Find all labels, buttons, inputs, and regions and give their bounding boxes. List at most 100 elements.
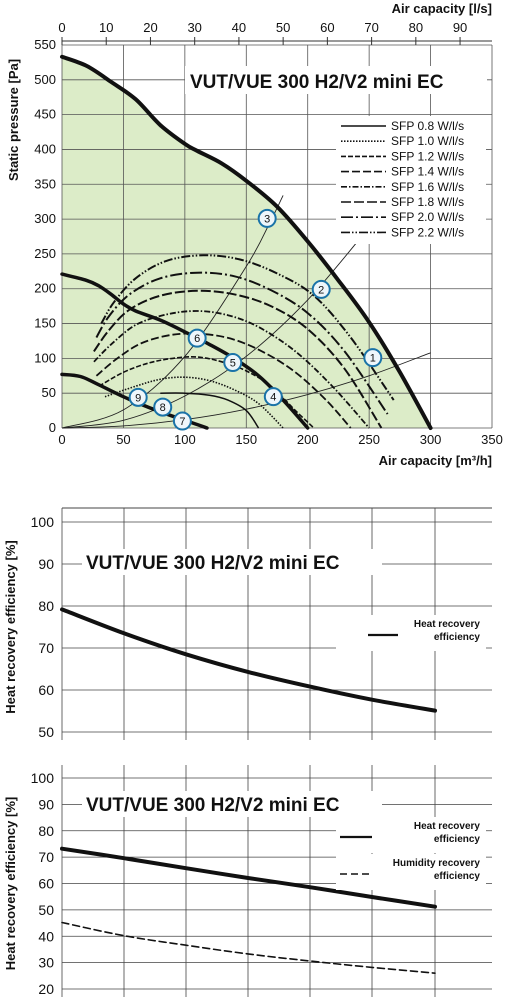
x2-tick-label: 90 xyxy=(453,20,467,35)
x-tick-label: 0 xyxy=(58,432,65,447)
operating-point-marker: 8 xyxy=(153,397,173,417)
y-axis-label: Heat recovery efficiency [%] xyxy=(3,797,18,970)
x-tick-label: 300 xyxy=(420,432,442,447)
legend-label: SFP 1.4 W/l/s xyxy=(391,165,464,179)
y-tick-label: 100 xyxy=(31,514,55,530)
marker-label: 1 xyxy=(370,353,376,365)
y-tick-label: 80 xyxy=(38,823,54,839)
system-curve xyxy=(61,352,431,429)
marker-label: 9 xyxy=(135,392,141,404)
x2-tick-label: 80 xyxy=(409,20,423,35)
marker-label: 5 xyxy=(230,358,236,370)
title-background xyxy=(82,791,382,817)
operating-point-marker: 2 xyxy=(311,279,331,299)
legend-label: SFP 1.2 W/l/s xyxy=(391,149,464,163)
y-tick-label: 200 xyxy=(34,281,56,296)
y-tick-label: 30 xyxy=(38,955,54,971)
sfp-curve xyxy=(100,254,395,401)
marker-circle xyxy=(263,387,283,407)
legend-label: SFP 1.8 W/l/s xyxy=(391,195,464,209)
y-tick-label: 50 xyxy=(38,724,54,740)
y-tick-label: 90 xyxy=(38,796,54,812)
x-tick-label: 150 xyxy=(235,432,257,447)
marker-circle xyxy=(128,387,148,407)
fan-curve xyxy=(60,272,310,430)
heat-recovery-chart: 50 60 70 80 90 100 Heat recovery efficiency [%… xyxy=(3,507,492,740)
chart-title: VUT/VUE 300 H2/V2 mini EC xyxy=(86,553,340,574)
chart-title: VUT/VUE 300 H2/V2 mini EC xyxy=(190,72,444,93)
x2-tick-label: 40 xyxy=(232,20,246,35)
x-tick-label: 350 xyxy=(481,432,503,447)
chart-title: VUT/VUE 300 H2/V2 mini EC xyxy=(86,795,340,816)
y-tick-label: 40 xyxy=(38,928,54,944)
y-tick-label: 300 xyxy=(34,211,56,226)
sfp-curve xyxy=(95,332,352,429)
sfp-curve xyxy=(93,310,370,429)
title-background xyxy=(82,549,382,575)
operating-point-marker: 1 xyxy=(363,348,383,368)
x2-tick-label: 10 xyxy=(99,20,113,35)
x2-tick-label: 70 xyxy=(364,20,378,35)
legend-label: SFP 1.0 W/l/s xyxy=(391,134,464,148)
sfp-curve xyxy=(95,271,389,415)
operating-point-marker: 9 xyxy=(128,387,148,407)
y-tick-label: 80 xyxy=(38,598,54,614)
legend-label: efficiency xyxy=(434,871,481,882)
y-tick-label: 100 xyxy=(31,770,55,786)
sfp-curve xyxy=(93,289,383,429)
legend-label: SFP 0.8 W/l/s xyxy=(391,119,464,133)
y-tick-label: 50 xyxy=(42,385,56,400)
y-tick-label: 250 xyxy=(34,246,56,261)
y-tick-label: 90 xyxy=(38,556,54,572)
operating-point-marker: 4 xyxy=(263,387,283,407)
marker-circle xyxy=(187,328,207,348)
legend-label: Humidity recovery xyxy=(393,858,481,869)
y-tick-label: 0 xyxy=(49,420,56,435)
marker-circle xyxy=(172,411,192,431)
marker-circle xyxy=(153,397,173,417)
legend-label: SFP 2.0 W/l/s xyxy=(391,210,464,224)
legend-label: Heat recovery xyxy=(414,821,481,832)
y-axis-label: Static pressure [Pa] xyxy=(6,59,21,181)
x2-tick-label: 50 xyxy=(276,20,290,35)
legend-box xyxy=(336,116,486,244)
operating-point-marker: 5 xyxy=(223,353,243,373)
y-tick-label: 500 xyxy=(34,72,56,87)
fan-curve xyxy=(60,54,433,430)
efficiency-series-line xyxy=(60,607,437,713)
y-tick-label: 50 xyxy=(38,902,54,918)
x2-tick-label: 30 xyxy=(187,20,201,35)
marker-label: 2 xyxy=(318,284,324,296)
marker-label: 3 xyxy=(264,213,270,225)
x-tick-label: 250 xyxy=(358,432,380,447)
x-tick-label: 50 xyxy=(116,432,130,447)
marker-label: 6 xyxy=(194,333,200,345)
y-tick-label: 20 xyxy=(38,981,54,997)
legend-label: SFP 2.2 W/l/s xyxy=(391,225,464,239)
legend-background xyxy=(336,854,486,890)
legend-label: efficiency xyxy=(434,632,481,643)
legend-background xyxy=(336,615,486,651)
marker-circle xyxy=(363,348,383,368)
efficiency-series-line xyxy=(60,846,437,909)
marker-label: 4 xyxy=(270,392,276,404)
x2-axis-label: Air capacity [l/s] xyxy=(392,1,492,16)
x2-tick-label: 0 xyxy=(58,20,65,35)
operating-point-marker: 3 xyxy=(257,208,277,228)
marker-label: 8 xyxy=(160,402,166,414)
efficiency-series-line xyxy=(61,921,436,974)
marker-circle xyxy=(311,279,331,299)
x2-tick-label: 20 xyxy=(143,20,157,35)
marker-circle xyxy=(223,353,243,373)
x2-tick-label: 60 xyxy=(320,20,334,35)
legend-label: SFP 1.6 W/l/s xyxy=(391,180,464,194)
y-tick-label: 550 xyxy=(34,37,56,52)
marker-circle xyxy=(257,208,277,228)
heat-humidity-recovery-chart: 20 30 40 50 60 70 80 90 100 Heat recovery efficie… xyxy=(3,765,492,997)
y-tick-label: 400 xyxy=(34,141,56,156)
y-tick-label: 450 xyxy=(34,107,56,122)
legend-background xyxy=(336,817,486,853)
y-tick-label: 100 xyxy=(34,350,56,365)
marker-label: 7 xyxy=(179,416,185,428)
y-tick-label: 350 xyxy=(34,176,56,191)
